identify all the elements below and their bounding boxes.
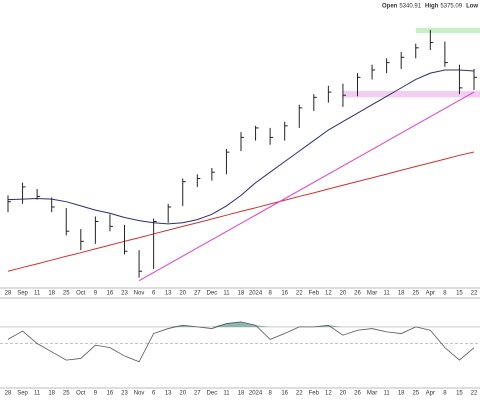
moving-average — [7, 69, 475, 225]
x-tick-label: 28 — [5, 291, 12, 297]
x-tick-label: 11 — [223, 291, 230, 297]
x-tick-label: 11 — [384, 391, 391, 397]
x-tick-label: 11 — [34, 391, 41, 397]
zone — [342, 91, 480, 98]
x-tick-label: 2024 — [249, 291, 263, 297]
indicator-fill — [328, 325, 343, 327]
x-tick-label: Dec — [207, 291, 218, 297]
x-tick-label: Mar — [367, 291, 377, 297]
x-tick-label: 26 — [354, 391, 361, 397]
x-tick-label: Apr — [426, 391, 435, 397]
x-tick-label: 13 — [165, 391, 172, 397]
x-tick-label: 26 — [354, 291, 361, 297]
indicator-line — [7, 321, 475, 363]
x-tick-label: 25 — [63, 291, 70, 297]
x-tick-label: 18 — [238, 391, 245, 397]
moving-average — [7, 151, 475, 272]
x-tick-label: 20 — [340, 291, 347, 297]
x-tick-label: 27 — [194, 391, 201, 397]
x-tick-label: 27 — [194, 291, 201, 297]
x-tick-label: 11 — [384, 291, 391, 297]
x-tick-label: Dec — [207, 391, 218, 397]
x-tick-label: 16 — [107, 291, 114, 297]
x-tick-label: 18 — [398, 291, 405, 297]
quote-label: Open — [382, 4, 398, 10]
x-tick-label: Apr — [426, 291, 435, 297]
x-tick-label: Sep — [17, 291, 28, 297]
x-tick-label: 20 — [340, 391, 347, 397]
x-tick-label: Nov — [134, 391, 145, 397]
x-tick-label: 22 — [471, 391, 478, 397]
quote-label: Low — [466, 4, 478, 10]
x-tick-label: 8 — [268, 391, 272, 397]
x-tick-label: 18 — [238, 291, 245, 297]
x-tick-label: 8 — [443, 291, 447, 297]
x-tick-label: 25 — [412, 391, 419, 397]
x-tick-label: 15 — [456, 291, 463, 297]
x-tick-label: 28 — [5, 391, 12, 397]
x-tick-label: 13 — [165, 291, 172, 297]
zone — [415, 27, 480, 34]
x-tick-label: 23 — [121, 391, 128, 397]
x-tick-label: 11 — [34, 291, 41, 297]
x-tick-label: Sep — [17, 391, 28, 397]
indicator-fill — [211, 323, 227, 327]
x-tick-label: 20 — [179, 291, 186, 297]
x-tick-label: Mar — [367, 391, 377, 397]
x-tick-label: 9 — [94, 291, 98, 297]
x-tick-label: 25 — [63, 391, 70, 397]
x-tick-label: 12 — [325, 391, 332, 397]
x-tick-label: 15 — [456, 391, 463, 397]
indicator-fill — [168, 325, 183, 327]
x-tick-label: 23 — [121, 291, 128, 297]
indicator-fill — [255, 325, 271, 327]
indicator-fill — [241, 321, 256, 327]
x-tick-label: 22 — [296, 391, 303, 397]
x-tick-label: Feb — [309, 391, 320, 397]
x-tick-label: 18 — [48, 291, 55, 297]
x-tick-label: 8 — [443, 391, 447, 397]
x-tick-label: Oct — [76, 391, 86, 397]
x-tick-label: 18 — [48, 391, 55, 397]
x-tick-label: 25 — [412, 291, 419, 297]
x-tick-label: 16 — [281, 291, 288, 297]
quote-label: High — [425, 4, 439, 10]
x-tick-label: 22 — [471, 291, 478, 297]
trendline — [138, 91, 475, 282]
x-tick-label: 18 — [398, 391, 405, 397]
x-tick-label: 20 — [179, 391, 186, 397]
quote-value: 5375.09 — [440, 4, 462, 10]
x-tick-label: 2024 — [249, 391, 263, 397]
x-tick-label: 6 — [152, 391, 156, 397]
x-tick-label: 12 — [325, 291, 332, 297]
x-tick-label: 8 — [268, 291, 272, 297]
quote-value: 5340.91 — [399, 4, 421, 10]
x-tick-label: Oct — [76, 291, 86, 297]
x-tick-label: 16 — [281, 391, 288, 397]
x-tick-label: 6 — [152, 291, 156, 297]
x-tick-label: Feb — [309, 291, 320, 297]
x-tick-label: 11 — [223, 391, 230, 397]
x-tick-label: 9 — [94, 391, 98, 397]
x-tick-label: 22 — [296, 291, 303, 297]
x-tick-label: Nov — [134, 291, 145, 297]
x-tick-label: 16 — [107, 391, 114, 397]
